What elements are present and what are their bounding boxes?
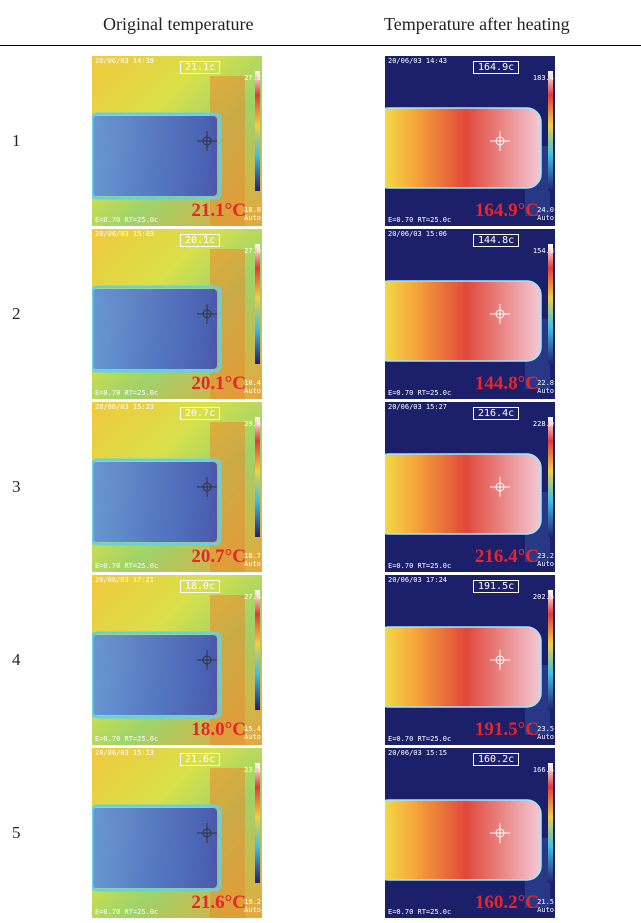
scale-max: 27.2 xyxy=(244,74,261,82)
row-number: 1 xyxy=(12,131,21,150)
scale-mode: Auto xyxy=(244,387,261,395)
row-number: 5 xyxy=(12,823,21,842)
scale-mode: Auto xyxy=(244,560,261,568)
spot-reading: 144.8c xyxy=(473,234,520,247)
thermal-cell: 20/06/03 14:43 164.9c 183.4 24.0 Auto E=0.70 … xyxy=(385,56,555,226)
thermal-cell: 20/06/03 14:39 21.1c 27.2 18.8 Auto E=0.70 RT… xyxy=(92,56,262,226)
scale-min: 21.5 xyxy=(537,898,554,906)
timestamp: 20/06/03 15:27 xyxy=(388,403,448,411)
settings: E=0.70 RT=25.0c xyxy=(95,389,159,397)
spot-reading: 216.4c xyxy=(473,407,520,420)
settings: E=0.70 RT=25.0c xyxy=(388,216,452,224)
thermal-image xyxy=(92,229,262,399)
settings: E=0.70 RT=25.0c xyxy=(388,562,452,570)
scale-max: 23.3 xyxy=(244,766,261,774)
spot-reading: 191.5c xyxy=(473,580,520,593)
scale-mode: Auto xyxy=(537,387,554,395)
temperature-label: 20.1°C xyxy=(191,373,246,394)
timestamp: 20/06/03 15:03 xyxy=(95,230,155,238)
timestamp: 20/06/03 14:39 xyxy=(95,57,155,65)
thermal-cell: 20/06/03 17:21 18.0c 27.6 15.4 Auto E=0.70 RT… xyxy=(92,575,262,745)
thermal-image xyxy=(385,56,555,226)
settings: E=0.70 RT=25.0c xyxy=(95,735,159,743)
spot-reading: 20.1c xyxy=(180,234,221,247)
spot-reading: 21.6c xyxy=(180,753,221,766)
temperature-label: 191.5°C xyxy=(474,719,539,740)
timestamp: 20/06/03 15:23 xyxy=(95,403,155,411)
scale-min: 24.0 xyxy=(537,206,554,214)
thermal-image xyxy=(385,575,555,745)
timestamp: 20/06/03 17:21 xyxy=(95,576,155,584)
scale-min: 15.4 xyxy=(244,725,261,733)
thermal-cell: 20/06/03 15:06 144.8c 154.8 22.8 Auto E=0.70 … xyxy=(385,229,555,399)
column-header: Temperature after heating xyxy=(384,14,570,34)
thermal-cell: 20/06/03 17:24 191.5c 202.6 23.5 Auto E=0.70 … xyxy=(385,575,555,745)
scale-max: 27.0 xyxy=(244,247,261,255)
scale-min: 19.2 xyxy=(244,898,261,906)
settings: E=0.70 RT=25.0c xyxy=(95,562,159,570)
thermal-image xyxy=(92,56,262,226)
temperature-label: 216.4°C xyxy=(474,546,539,567)
scale-min: 23.5 xyxy=(537,725,554,733)
thermal-image xyxy=(385,402,555,572)
settings: E=0.70 RT=25.0c xyxy=(95,908,159,916)
spot-reading: 18.0c xyxy=(180,580,221,593)
scale-max: 202.6 xyxy=(532,593,554,601)
scale-mode: Auto xyxy=(537,906,554,914)
scale-mode: Auto xyxy=(537,733,554,741)
column-header: Original temperature xyxy=(103,14,254,34)
scale-max: 183.4 xyxy=(532,74,554,82)
settings: E=0.70 RT=25.0c xyxy=(95,216,159,224)
timestamp: 20/06/03 14:43 xyxy=(388,57,448,65)
thermal-cell: 20/06/03 15:23 20.7c 29.0 18.7 Auto E=0.70 RT… xyxy=(92,402,262,572)
scale-min: 23.2 xyxy=(537,552,554,560)
scale-max: 154.8 xyxy=(532,247,554,255)
scale-mode: Auto xyxy=(244,733,261,741)
settings: E=0.70 RT=25.0c xyxy=(388,735,452,743)
temperature-label: 164.9°C xyxy=(474,200,539,221)
temperature-label: 20.7°C xyxy=(191,546,246,567)
thermal-cell: 20/06/03 15:03 20.1c 27.0 18.4 Auto E=0.70 RT… xyxy=(92,229,262,399)
scale-mode: Auto xyxy=(244,214,261,222)
scale-mode: Auto xyxy=(537,214,554,222)
scale-mode: Auto xyxy=(537,560,554,568)
timestamp: 20/06/03 17:24 xyxy=(388,576,448,584)
timestamp: 20/06/03 15:06 xyxy=(388,230,448,238)
temperature-label: 21.1°C xyxy=(191,200,246,221)
temperature-label: 21.6°C xyxy=(191,892,246,913)
temperature-label: 144.8°C xyxy=(474,373,539,394)
thermal-cell: 20/06/03 15:27 216.4c 228.0 23.2 Auto E=0.70 … xyxy=(385,402,555,572)
thermal-cell: 20/06/03 15:13 21.6c 23.3 19.2 Auto E=0.70 RT… xyxy=(92,748,262,918)
scale-min: 18.8 xyxy=(244,206,261,214)
timestamp: 20/06/03 15:15 xyxy=(388,749,448,757)
row-number: 2 xyxy=(12,304,21,323)
settings: E=0.70 RT=25.0c xyxy=(388,389,452,397)
scale-min: 22.8 xyxy=(537,379,554,387)
table-rule xyxy=(0,45,641,46)
spot-reading: 160.2c xyxy=(473,753,520,766)
scale-max: 166.4 xyxy=(532,766,554,774)
temperature-label: 18.0°C xyxy=(191,719,246,740)
scale-max: 27.6 xyxy=(244,593,261,601)
thermal-image xyxy=(92,575,262,745)
thermal-image xyxy=(385,229,555,399)
thermal-image xyxy=(92,402,262,572)
scale-mode: Auto xyxy=(244,906,261,914)
scale-max: 228.0 xyxy=(532,420,554,428)
spot-reading: 20.7c xyxy=(180,407,221,420)
scale-max: 29.0 xyxy=(244,420,261,428)
row-number: 4 xyxy=(12,650,21,669)
spot-reading: 164.9c xyxy=(473,61,520,74)
timestamp: 20/06/03 15:13 xyxy=(95,749,155,757)
scale-min: 18.4 xyxy=(244,379,261,387)
thermal-cell: 20/06/03 15:15 160.2c 166.4 21.5 Auto E=0.70 … xyxy=(385,748,555,918)
temperature-label: 160.2°C xyxy=(474,892,539,913)
spot-reading: 21.1c xyxy=(180,61,221,74)
settings: E=0.70 RT=25.0c xyxy=(388,908,452,916)
thermal-image xyxy=(385,748,555,918)
scale-min: 18.7 xyxy=(244,552,261,560)
thermal-image xyxy=(92,748,262,918)
row-number: 3 xyxy=(12,477,21,496)
